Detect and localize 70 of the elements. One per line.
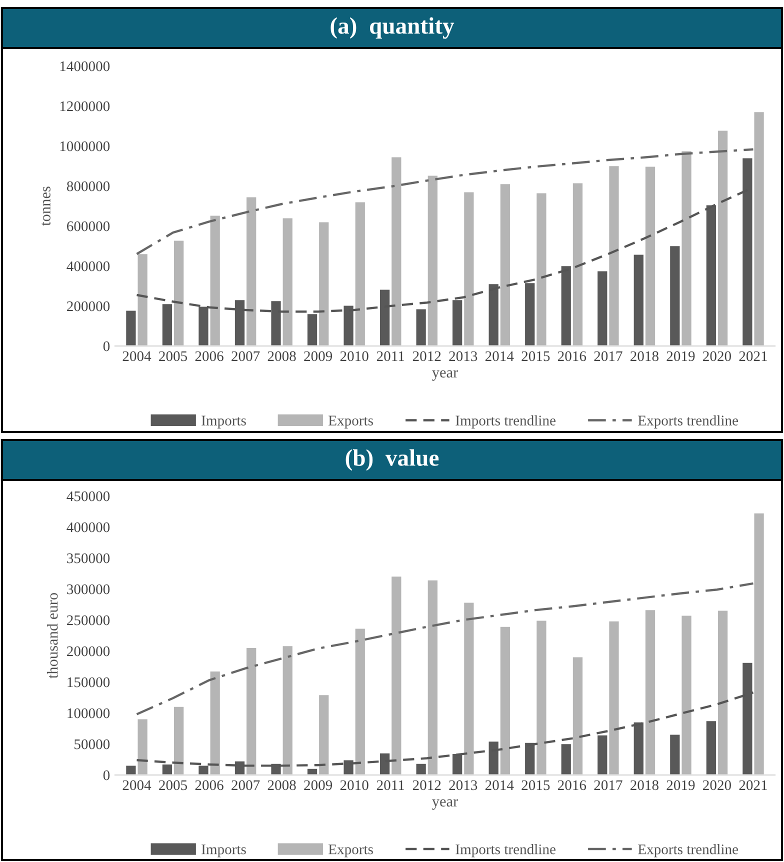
y-tick-label: 50000 bbox=[74, 739, 110, 750]
x-tick-label: 2019 bbox=[666, 780, 695, 790]
x-tick-label: 2012 bbox=[412, 351, 441, 362]
y-tick-label: 450000 bbox=[66, 491, 110, 502]
x-tick-label: 2016 bbox=[558, 351, 586, 362]
chart-title: (a) quantity bbox=[330, 17, 454, 39]
legend-label: Exports bbox=[328, 844, 373, 858]
x-tick-label: 2006 bbox=[195, 780, 224, 790]
line-series bbox=[136, 582, 754, 716]
y-tick-label: 0 bbox=[103, 341, 110, 352]
y-tick-label: 400000 bbox=[66, 522, 110, 532]
x-tick-label: 2017 bbox=[594, 351, 622, 362]
y-axis-title: thousand euro bbox=[46, 593, 58, 678]
y-tick-label: 350000 bbox=[67, 553, 110, 564]
legend-label: Imports trendline bbox=[456, 844, 556, 858]
y-tick-label: 800000 bbox=[66, 181, 110, 192]
x-tick-label: 2021 bbox=[739, 780, 767, 790]
y-tick-label: 150000 bbox=[68, 677, 110, 688]
line-series bbox=[136, 148, 754, 256]
x-tick-label: 2016 bbox=[558, 780, 586, 790]
legend-label: Exports trendline bbox=[638, 415, 738, 428]
x-tick-label: 2009 bbox=[304, 780, 332, 790]
x-tick-label: 2005 bbox=[159, 780, 188, 790]
x-tick-label: 2014 bbox=[485, 351, 514, 362]
chart-title: (b) value bbox=[346, 449, 439, 471]
legend-label: Imports bbox=[202, 416, 246, 428]
x-tick-label: 2015 bbox=[522, 351, 550, 362]
legend-label: Imports bbox=[202, 844, 246, 858]
x-tick-label: 2008 bbox=[268, 351, 296, 362]
y-tick-label: 200000 bbox=[67, 646, 110, 656]
y-tick-label: 0 bbox=[103, 770, 110, 780]
x-tick-label: 2006 bbox=[195, 351, 224, 362]
x-tick-label: 2008 bbox=[268, 780, 296, 790]
x-tick-label: 2013 bbox=[449, 351, 478, 362]
y-tick-label: 1400000 bbox=[60, 61, 110, 72]
legend-label: Exports bbox=[328, 416, 373, 428]
y-tick-label: 1000000 bbox=[60, 141, 110, 152]
x-tick-label: 2012 bbox=[412, 780, 441, 790]
y-tick-label: 250000 bbox=[67, 615, 110, 626]
x-axis-title: year bbox=[432, 370, 458, 381]
x-tick-label: 2011 bbox=[376, 780, 404, 790]
y-axis-title: tonnes bbox=[42, 186, 50, 226]
y-tick-label: 200000 bbox=[67, 301, 110, 312]
y-tick-label: 600000 bbox=[67, 221, 110, 232]
y-tick-label: 1200000 bbox=[60, 101, 110, 112]
x-tick-label: 2007 bbox=[232, 351, 260, 362]
x-tick-label: 2007 bbox=[232, 780, 260, 790]
x-tick-label: 2019 bbox=[666, 351, 695, 362]
x-tick-label: 2011 bbox=[376, 351, 404, 362]
x-tick-label: 2020 bbox=[703, 351, 732, 362]
x-tick-label: 2020 bbox=[703, 780, 732, 790]
x-axis-title: year bbox=[432, 799, 458, 810]
legend-label: Imports trendline bbox=[456, 415, 556, 428]
legend-label: Exports trendline bbox=[638, 844, 738, 858]
x-tick-label: 2014 bbox=[485, 780, 514, 790]
x-tick-label: 2017 bbox=[594, 780, 622, 790]
x-tick-label: 2015 bbox=[522, 780, 550, 790]
x-tick-label: 2004 bbox=[122, 780, 152, 790]
x-tick-label: 2005 bbox=[159, 351, 188, 362]
x-tick-label: 2021 bbox=[739, 351, 767, 362]
x-tick-label: 2010 bbox=[340, 780, 368, 790]
y-tick-label: 400000 bbox=[66, 261, 110, 272]
x-tick-label: 2018 bbox=[630, 351, 658, 362]
x-tick-label: 2013 bbox=[449, 780, 478, 790]
y-tick-label: 300000 bbox=[67, 584, 110, 594]
x-tick-label: 2009 bbox=[304, 351, 332, 362]
x-tick-label: 2004 bbox=[122, 351, 152, 362]
y-tick-label: 100000 bbox=[68, 708, 110, 718]
x-tick-label: 2010 bbox=[340, 351, 368, 362]
x-tick-label: 2018 bbox=[630, 780, 658, 790]
